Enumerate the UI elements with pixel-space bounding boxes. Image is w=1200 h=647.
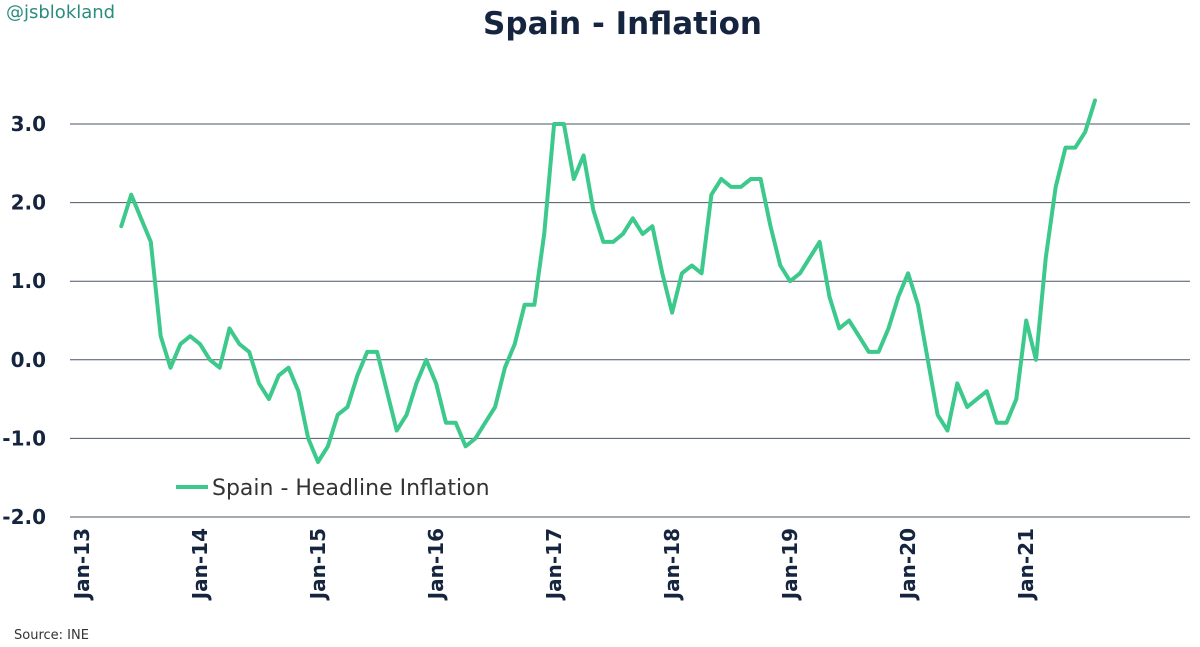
x-axis-ticks: Jan-13 Jan-14 Jan-15 Jan-16 Jan-17 Jan-18 Jan-…: [70, 528, 1038, 601]
y-tick-label: 3.0: [11, 112, 46, 136]
gridlines: [70, 123, 1190, 518]
y-tick-label: 2.0: [11, 191, 46, 215]
x-tick-label: Jan-13: [70, 528, 94, 601]
series-group: [119, 98, 1097, 464]
legend-label: Spain - Headline Inflation: [212, 476, 490, 501]
series-line-headline-inflation: [119, 98, 1097, 464]
x-tick-label: Jan-19: [778, 528, 802, 601]
y-tick-label: -2.0: [2, 505, 46, 529]
legend: Spain - Headline Inflation: [176, 476, 490, 501]
watermark: @jsblokland: [6, 2, 116, 23]
source-note: Source: INE: [14, 628, 89, 643]
x-tick-label: Jan-20: [896, 528, 920, 601]
x-tick-label: Jan-18: [660, 528, 684, 601]
chart-title: Spain - Inflation: [483, 6, 762, 42]
y-axis-ticks: 3.0 2.0 1.0 0.0 -1.0 -2.0: [2, 112, 46, 529]
y-tick-label: 1.0: [11, 269, 46, 293]
y-tick-label: -1.0: [2, 426, 46, 450]
y-tick-label: 0.0: [11, 348, 46, 372]
x-tick-label: Jan-21: [1014, 528, 1038, 601]
x-tick-label: Jan-16: [424, 528, 448, 601]
x-tick-label: Jan-14: [188, 528, 212, 601]
x-tick-label: Jan-15: [306, 528, 330, 601]
x-tick-label: Jan-17: [542, 528, 566, 601]
